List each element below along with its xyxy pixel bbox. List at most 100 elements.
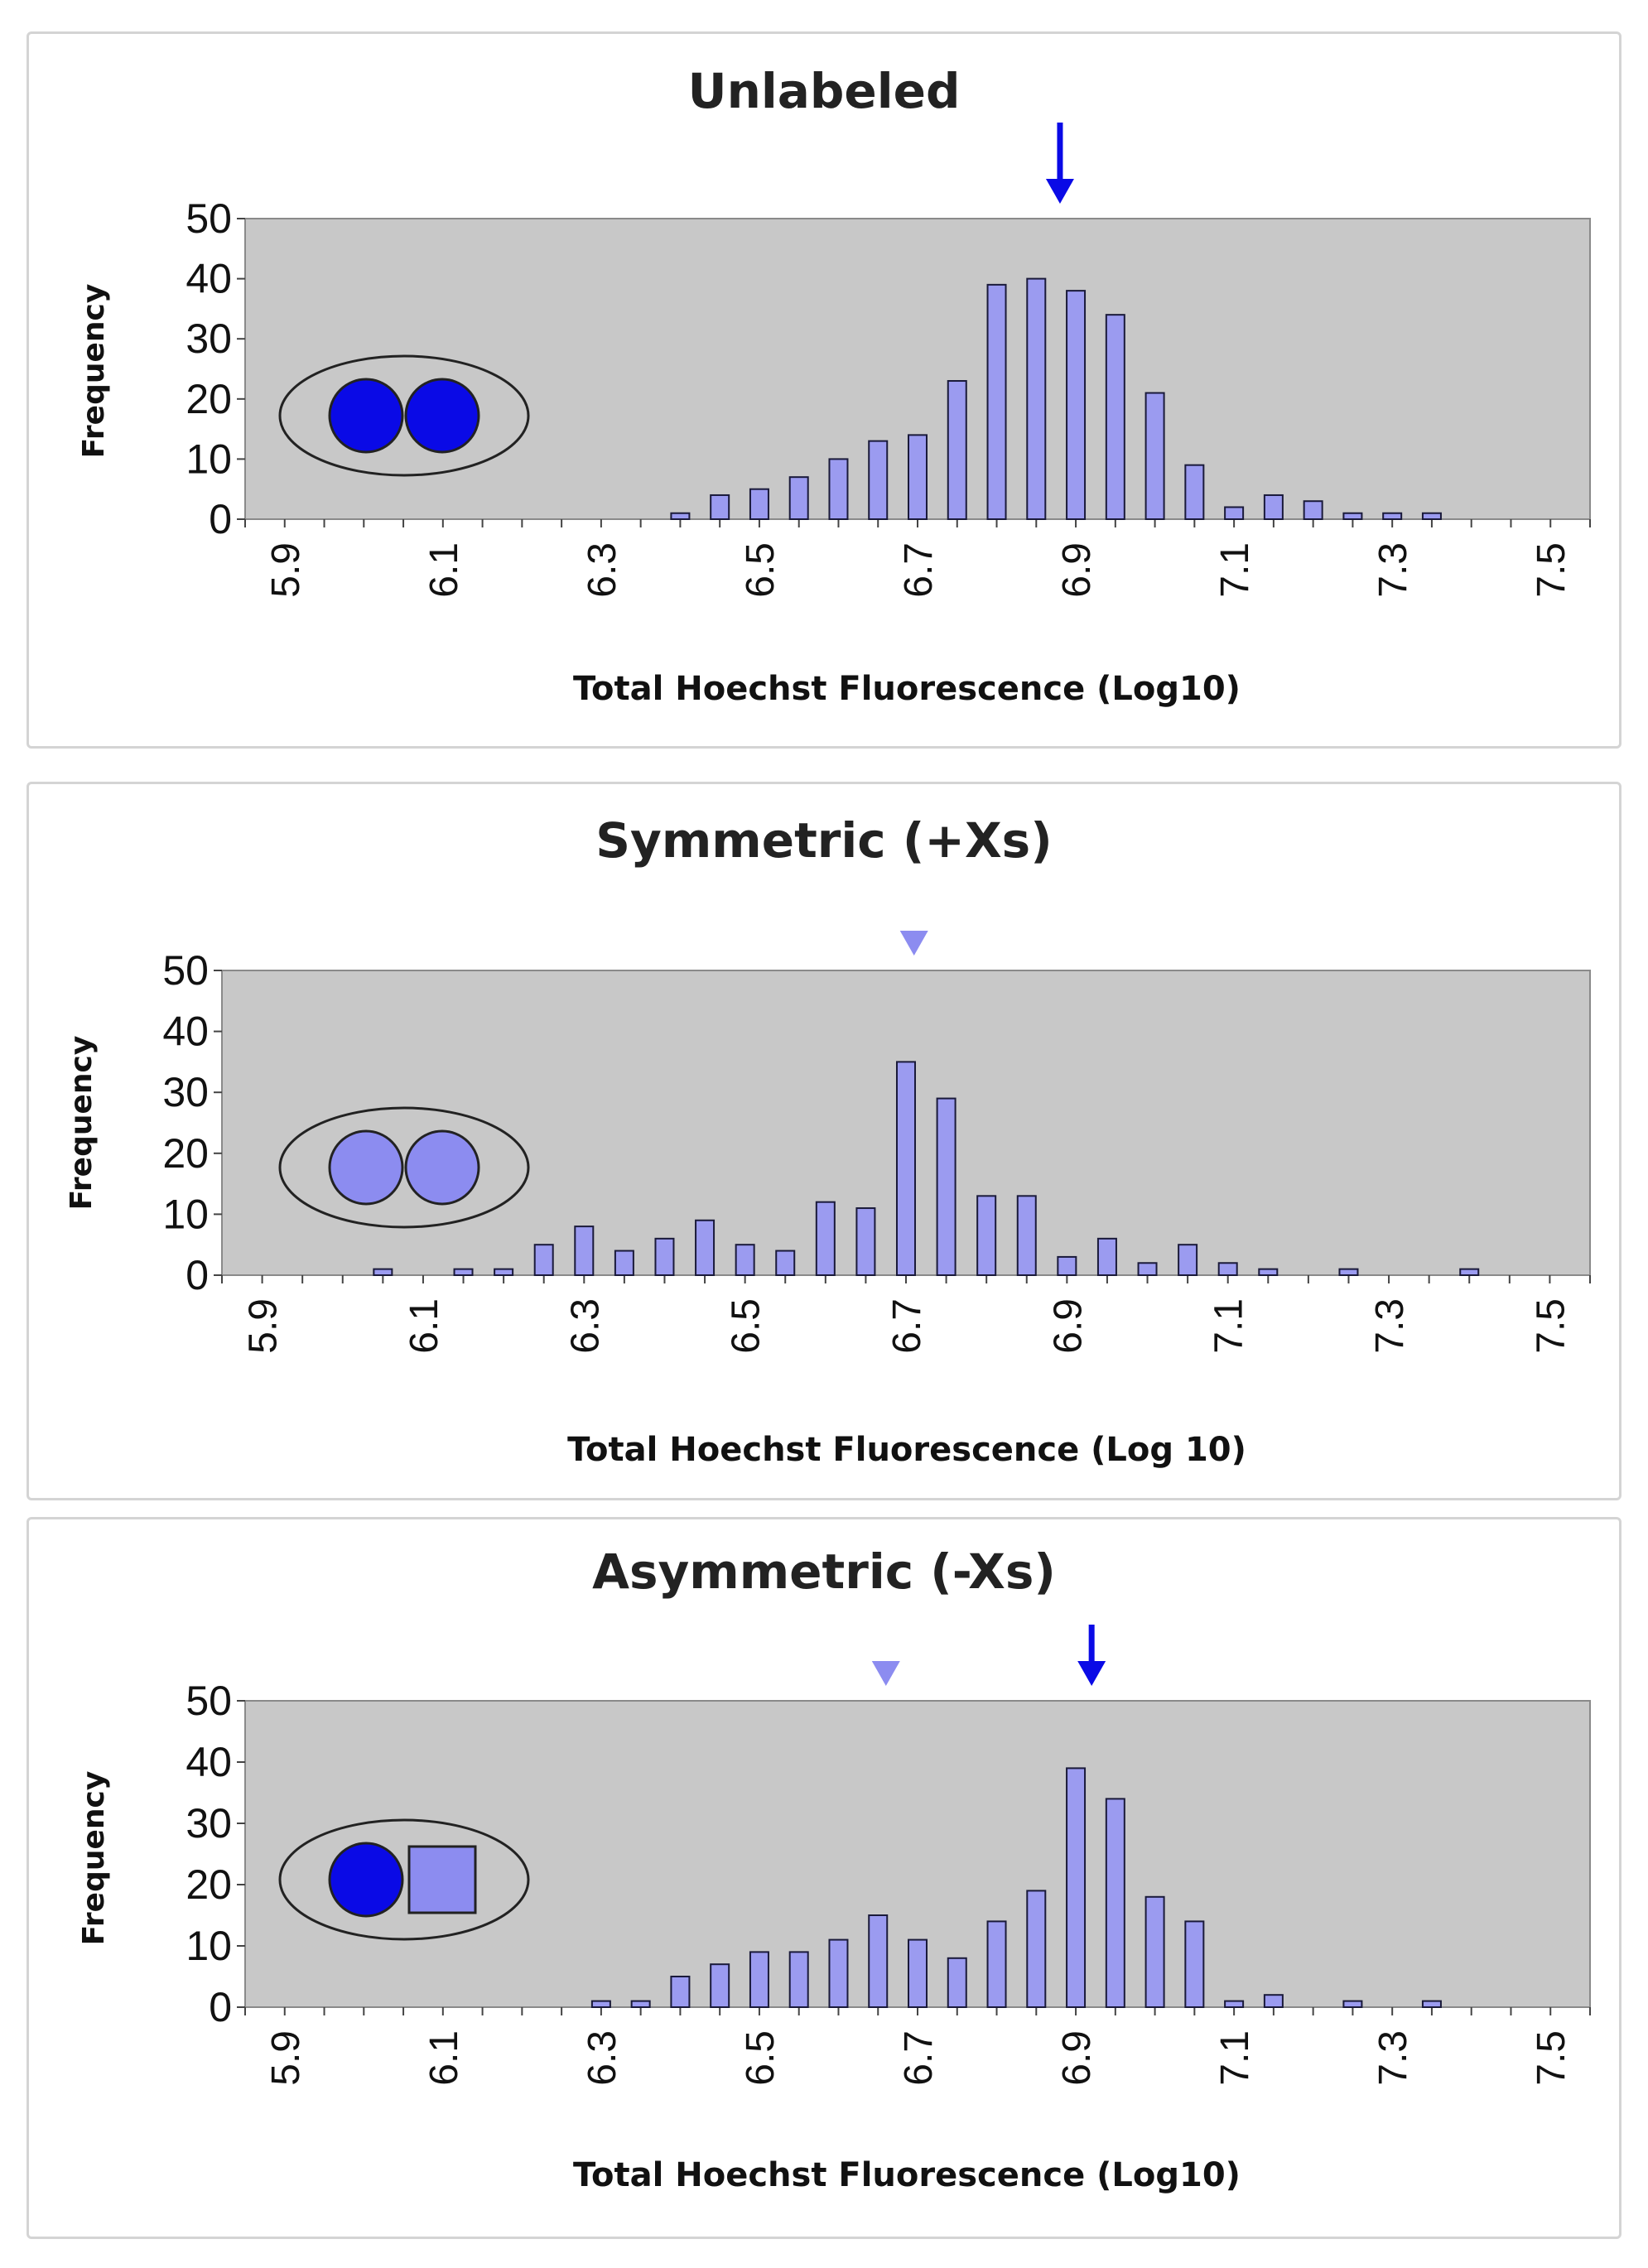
- histogram-bar: [1258, 1268, 1279, 1277]
- histogram-bar: [828, 458, 849, 521]
- histogram-bar: [1421, 512, 1442, 520]
- y-tick-label: 10: [186, 1923, 232, 1969]
- x-tick-label: 7.5: [1530, 542, 1573, 598]
- histogram-bar: [1263, 494, 1284, 521]
- histogram-bar: [1184, 1920, 1205, 2008]
- x-tick-label: 6.3: [581, 542, 624, 598]
- histogram-bar: [815, 1201, 836, 1277]
- arrow-head: [899, 931, 928, 956]
- histogram-bar: [1303, 500, 1323, 520]
- x-tick-label: 6.1: [402, 1298, 446, 1354]
- x-tick-label: 6.1: [422, 2030, 466, 2086]
- histogram-bar: [908, 1938, 928, 2009]
- histogram-bar: [947, 380, 967, 520]
- histogram-bar: [670, 1976, 691, 2008]
- histogram-bar: [614, 1250, 634, 1277]
- chart-b-title: Symmetric (+Xs): [595, 812, 1052, 869]
- histogram-bar: [788, 476, 809, 520]
- histogram-bar: [1096, 1237, 1117, 1276]
- chart-c: 0 10 20 30 40 50 5.9 6.1 6.3 6.5 6.7 6.9 7.1 7.3 7.5: [186, 1625, 1591, 2086]
- histogram-bar: [1057, 1255, 1077, 1277]
- histogram-bar: [1105, 314, 1125, 520]
- histogram-bar: [1338, 1268, 1359, 1277]
- y-tick-label: 50: [186, 1678, 232, 1724]
- arrow-head: [1077, 1661, 1106, 1686]
- histogram-bar: [630, 2000, 651, 2009]
- histogram-bar: [670, 512, 691, 520]
- chart-a-ylabel: Frequency: [77, 284, 111, 459]
- x-tick-label: 7.3: [1371, 542, 1415, 598]
- x-tick-label: 6.9: [1046, 1298, 1090, 1354]
- histogram-bar: [710, 1963, 730, 2008]
- histogram-bar: [1382, 512, 1403, 520]
- histogram-bar: [1224, 2000, 1245, 2009]
- chart-c-ylabel: Frequency: [77, 1771, 111, 1946]
- histogram-bar: [947, 1957, 967, 2009]
- chromatid-circle-icon: [404, 1129, 480, 1206]
- chromatid-circle-icon: [328, 1842, 404, 1918]
- histogram-bar: [533, 1244, 554, 1276]
- histogram-bar: [855, 1207, 876, 1277]
- y-tick-label: 10: [162, 1191, 209, 1237]
- chart-a-title: Unlabeled: [688, 63, 961, 119]
- chromatid-square-icon: [407, 1845, 477, 1914]
- histogram-bar: [494, 1268, 514, 1277]
- x-tick-label: 6.3: [581, 2030, 624, 2086]
- histogram-bar: [1217, 1262, 1238, 1277]
- x-tick-label: 6.7: [885, 1298, 929, 1354]
- y-tick-label: 10: [186, 436, 232, 482]
- chart-a-xlabel: Total Hoechst Fluorescence (Log10): [573, 670, 1241, 708]
- y-tick-label: 20: [186, 1861, 232, 1908]
- histogram-bar: [735, 1244, 755, 1276]
- histogram-bar: [1184, 464, 1205, 520]
- histogram-bar: [749, 488, 769, 521]
- cell-outline-icon: [278, 354, 530, 477]
- x-tick-label: 7.1: [1213, 2030, 1257, 2086]
- y-tick-label: 20: [186, 376, 232, 422]
- x-tick-label: 6.9: [1055, 542, 1099, 598]
- x-tick-label: 6.7: [897, 2030, 941, 2086]
- histogram-bar: [453, 1268, 474, 1277]
- chromatid-circle-icon: [328, 1129, 404, 1206]
- histogram-bar: [1421, 2000, 1442, 2009]
- histogram-bar: [775, 1250, 796, 1277]
- x-tick-label: 6.5: [725, 1298, 769, 1354]
- histogram-bar: [1144, 392, 1165, 521]
- chart-b-xlabel: Total Hoechst Fluorescence (Log 10): [567, 1431, 1246, 1469]
- histogram-bar: [788, 1951, 809, 2008]
- y-tick-label: 50: [162, 947, 209, 994]
- histogram-bar: [1016, 1195, 1037, 1276]
- histogram-bar: [1026, 1890, 1047, 2008]
- arrow-head: [871, 1661, 900, 1686]
- histogram-bar: [868, 1914, 889, 2008]
- cell-outline-icon: [278, 1818, 530, 1941]
- histogram-bar: [695, 1219, 716, 1277]
- y-tick-label: 30: [186, 315, 232, 362]
- histogram-bar: [574, 1225, 595, 1276]
- y-tick-label: 40: [162, 1009, 209, 1055]
- histogram-bar: [1342, 2000, 1363, 2009]
- x-tick-label: 6.3: [563, 1298, 607, 1354]
- x-tick-label: 6.5: [739, 2030, 783, 2086]
- histogram-bar: [986, 1920, 1007, 2008]
- histogram-bar: [373, 1268, 393, 1277]
- x-tick-label: 7.5: [1530, 2030, 1573, 2086]
- histogram-bar: [908, 434, 928, 520]
- histogram-bar: [1026, 277, 1047, 520]
- y-tick-label: 0: [209, 496, 232, 542]
- histogram-bar: [1263, 1994, 1284, 2008]
- histogram-bar: [1224, 506, 1245, 520]
- histogram-bar: [896, 1061, 916, 1277]
- x-tick-label: 6.9: [1055, 2030, 1099, 2086]
- arrow-head: [1045, 179, 1074, 204]
- histogram-bar: [749, 1951, 769, 2008]
- y-tick-label: 0: [209, 1984, 232, 2030]
- cell-outline-icon: [278, 1106, 530, 1229]
- histogram-bar: [868, 440, 889, 520]
- chromatid-circle-icon: [404, 378, 480, 454]
- x-tick-label: 5.9: [264, 542, 308, 598]
- x-tick-label: 6.5: [739, 542, 783, 598]
- y-tick-label: 30: [162, 1069, 209, 1115]
- histogram-bar: [590, 2000, 611, 2009]
